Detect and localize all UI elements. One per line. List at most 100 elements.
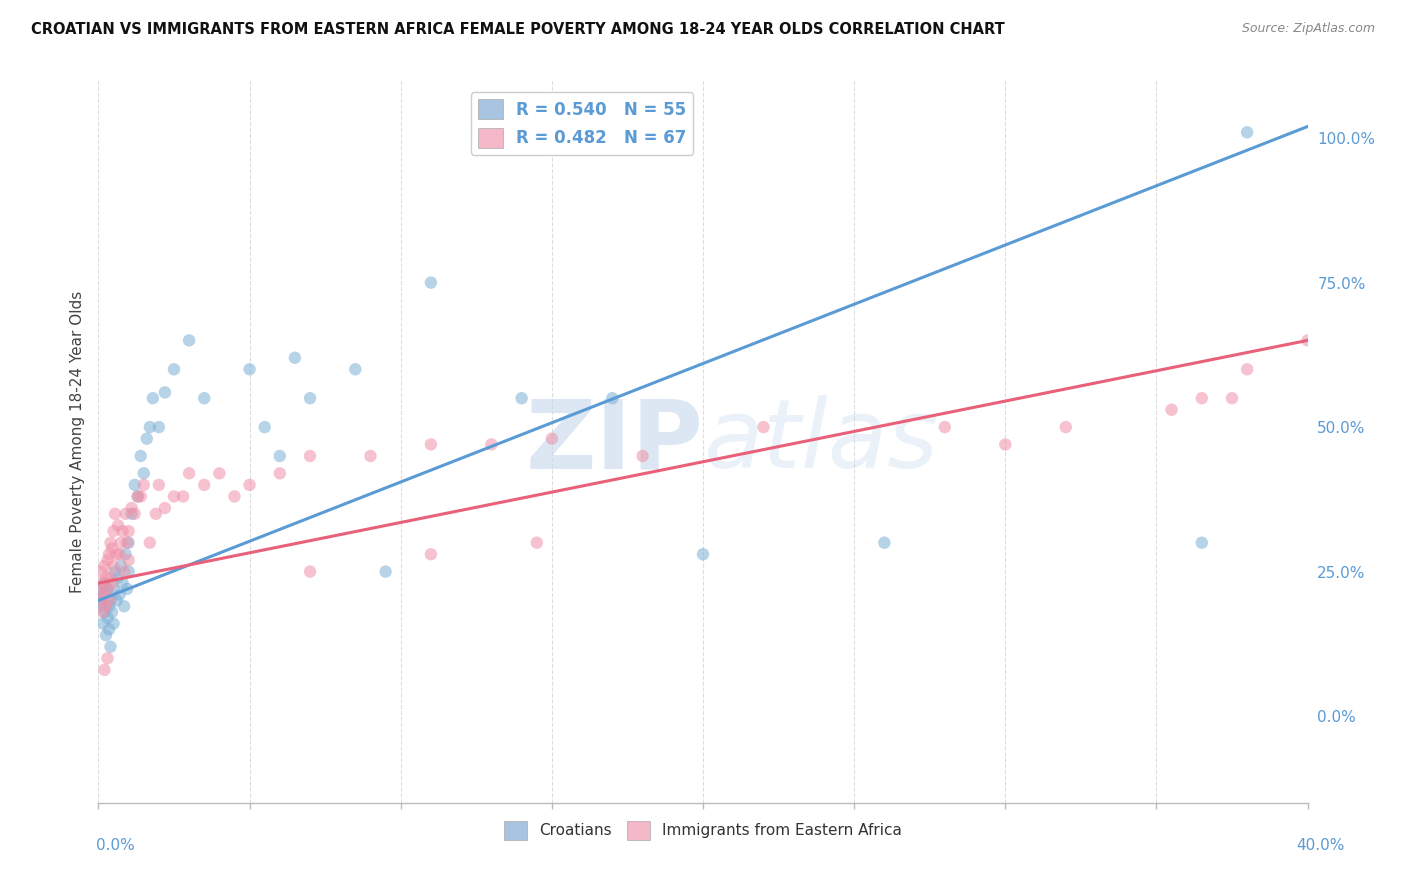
Point	[299, 391, 322, 405]
Point	[208, 467, 231, 481]
Point	[374, 565, 396, 579]
Text: CROATIAN VS IMMIGRANTS FROM EASTERN AFRICA FEMALE POVERTY AMONG 18-24 YEAR OLDS : CROATIAN VS IMMIGRANTS FROM EASTERN AFRI…	[31, 22, 1005, 37]
Point	[101, 541, 124, 556]
Point	[93, 663, 115, 677]
Text: 0.0%: 0.0%	[96, 838, 135, 853]
Point	[93, 605, 115, 619]
Point	[98, 623, 121, 637]
Point	[94, 570, 117, 584]
Point	[93, 558, 115, 573]
Text: ZIP: ZIP	[524, 395, 703, 488]
Point	[163, 490, 186, 504]
Point	[1236, 125, 1258, 139]
Point	[112, 599, 135, 614]
Point	[132, 467, 155, 481]
Point	[139, 535, 162, 549]
Point	[103, 524, 125, 538]
Point	[90, 565, 112, 579]
Point	[934, 420, 956, 434]
Point	[193, 478, 215, 492]
Point	[96, 553, 118, 567]
Point	[179, 334, 201, 348]
Point	[360, 449, 382, 463]
Point	[105, 593, 128, 607]
Point	[94, 599, 117, 614]
Point	[114, 547, 136, 561]
Point	[90, 593, 112, 607]
Point	[100, 593, 122, 607]
Point	[115, 535, 138, 549]
Point	[148, 478, 170, 492]
Point	[100, 640, 122, 654]
Point	[153, 385, 176, 400]
Point	[105, 547, 128, 561]
Point	[179, 467, 201, 481]
Point	[91, 605, 114, 619]
Point	[1054, 420, 1077, 434]
Point	[526, 535, 548, 549]
Point	[135, 432, 157, 446]
Point	[124, 478, 146, 492]
Point	[420, 276, 443, 290]
Point	[540, 432, 562, 446]
Point	[93, 576, 115, 591]
Point	[163, 362, 186, 376]
Point	[299, 565, 322, 579]
Point	[510, 391, 533, 405]
Point	[602, 391, 624, 405]
Point	[91, 616, 114, 631]
Point	[145, 507, 167, 521]
Point	[96, 651, 118, 665]
Point	[692, 547, 714, 561]
Point	[94, 628, 117, 642]
Point	[269, 449, 291, 463]
Point	[172, 490, 194, 504]
Point	[873, 535, 896, 549]
Point	[101, 605, 124, 619]
Point	[110, 558, 132, 573]
Point	[284, 351, 307, 365]
Point	[148, 420, 170, 434]
Point	[142, 391, 165, 405]
Point	[104, 507, 127, 521]
Point	[115, 582, 138, 596]
Point	[129, 490, 152, 504]
Point	[481, 437, 503, 451]
Point	[96, 582, 118, 596]
Point	[98, 547, 121, 561]
Point	[110, 535, 132, 549]
Point	[631, 449, 654, 463]
Point	[103, 616, 125, 631]
Point	[118, 553, 141, 567]
Point	[100, 570, 122, 584]
Point	[96, 582, 118, 596]
Text: atlas: atlas	[703, 395, 938, 488]
Point	[269, 467, 291, 481]
Point	[139, 420, 162, 434]
Point	[344, 362, 367, 376]
Point	[1191, 391, 1213, 405]
Point	[103, 582, 125, 596]
Point	[89, 582, 111, 596]
Point	[127, 490, 149, 504]
Point	[90, 599, 112, 614]
Point	[153, 501, 176, 516]
Point	[91, 588, 114, 602]
Point	[299, 449, 322, 463]
Point	[1220, 391, 1243, 405]
Point	[100, 535, 122, 549]
Legend: Croatians, Immigrants from Eastern Africa: Croatians, Immigrants from Eastern Afric…	[498, 815, 908, 846]
Y-axis label: Female Poverty Among 18-24 Year Olds: Female Poverty Among 18-24 Year Olds	[69, 291, 84, 592]
Point	[420, 437, 443, 451]
Point	[103, 558, 125, 573]
Point	[121, 501, 143, 516]
Text: Source: ZipAtlas.com: Source: ZipAtlas.com	[1241, 22, 1375, 36]
Point	[91, 576, 114, 591]
Point	[112, 565, 135, 579]
Point	[124, 507, 146, 521]
Point	[224, 490, 246, 504]
Point	[98, 593, 121, 607]
Point	[118, 524, 141, 538]
Point	[98, 599, 121, 614]
Point	[132, 478, 155, 492]
